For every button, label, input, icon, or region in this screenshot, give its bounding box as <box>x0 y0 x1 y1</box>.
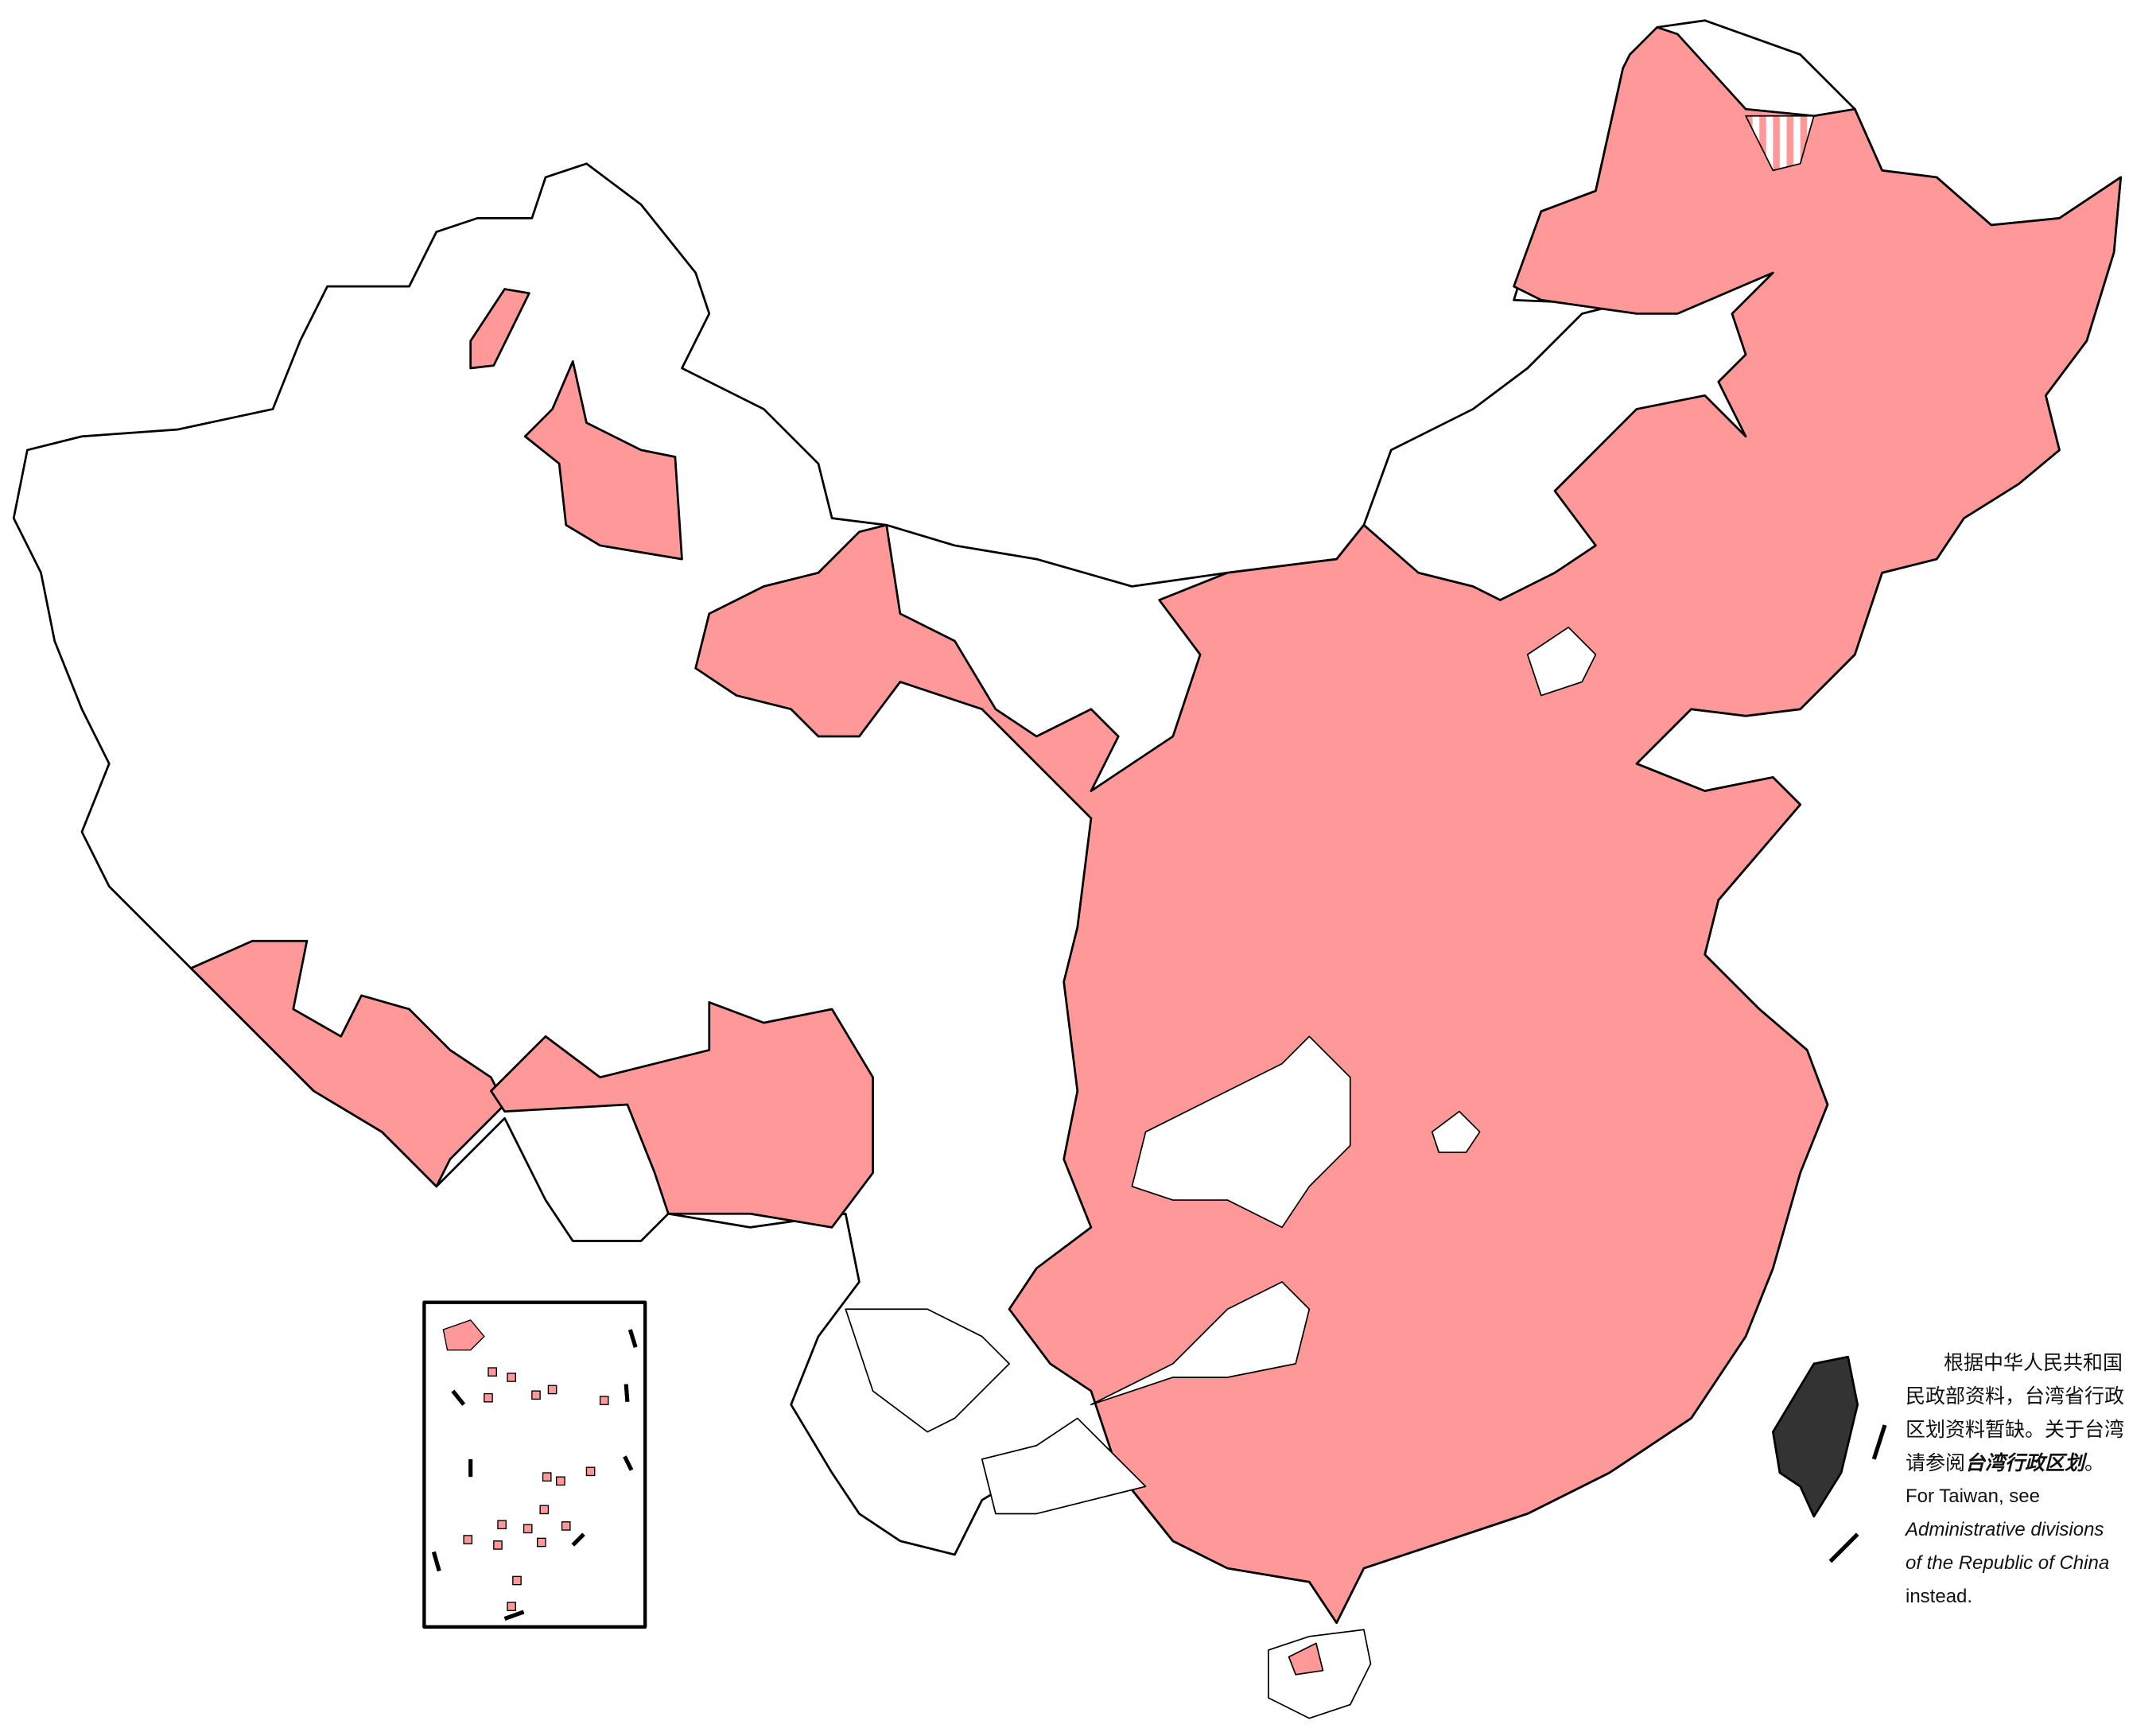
note-zh-line: 根据中华人民共和国 <box>1944 1351 2123 1374</box>
roc-admin-link-en[interactable]: Administrative divisions <box>1906 1519 2104 1540</box>
note-en-line: For Taiwan, see <box>1906 1486 2040 1507</box>
taiwan-note: 根据中华人民共和国 民政部资料，台湾省行政 区划资料暂缺。关于台湾 请参阅台湾行… <box>1906 1346 2128 1614</box>
region-wuhan-white <box>1431 1110 1481 1153</box>
south-china-sea-inset <box>422 1300 647 1629</box>
region-beijing-white <box>1526 626 1597 697</box>
note-zh-line: 区划资料暂缺。关于台湾 <box>1906 1418 2125 1441</box>
note-zh-line: 请参阅台湾行政区划。 <box>1906 1447 2128 1480</box>
taiwan <box>1771 1355 1859 1518</box>
nine-dash-line <box>431 1329 1887 1621</box>
hainan <box>1268 1629 1372 1719</box>
region-guizhou-white <box>1090 1281 1311 1406</box>
taiwan-admin-link-zh[interactable]: 台湾行政区划 <box>1965 1451 2085 1474</box>
region-tibet-southwest <box>189 939 506 1188</box>
roc-admin-link-en-cont[interactable]: of the Republic of China <box>1906 1552 2110 1574</box>
note-en-line: instead. <box>1906 1586 1973 1607</box>
region-highlighted-east <box>694 25 2123 1625</box>
region-karamay <box>469 288 530 370</box>
region-yunnan-white <box>845 1308 1010 1433</box>
region-guangxi-white <box>981 1417 1147 1515</box>
note-zh-line: 民政部资料，台湾省行政 <box>1906 1385 2125 1408</box>
region-chongqing-white <box>1131 1035 1351 1229</box>
inset-islands <box>442 1319 609 1611</box>
region-xinjiang-north <box>523 360 683 561</box>
region-tibet-southeast <box>490 1001 874 1229</box>
note-zh-suffix: 。 <box>2084 1451 2105 1474</box>
hainan-highlighted <box>1288 1642 1324 1676</box>
note-zh-prefix: 请参阅 <box>1906 1451 1966 1474</box>
region-mongolia-striped <box>1745 115 1815 172</box>
